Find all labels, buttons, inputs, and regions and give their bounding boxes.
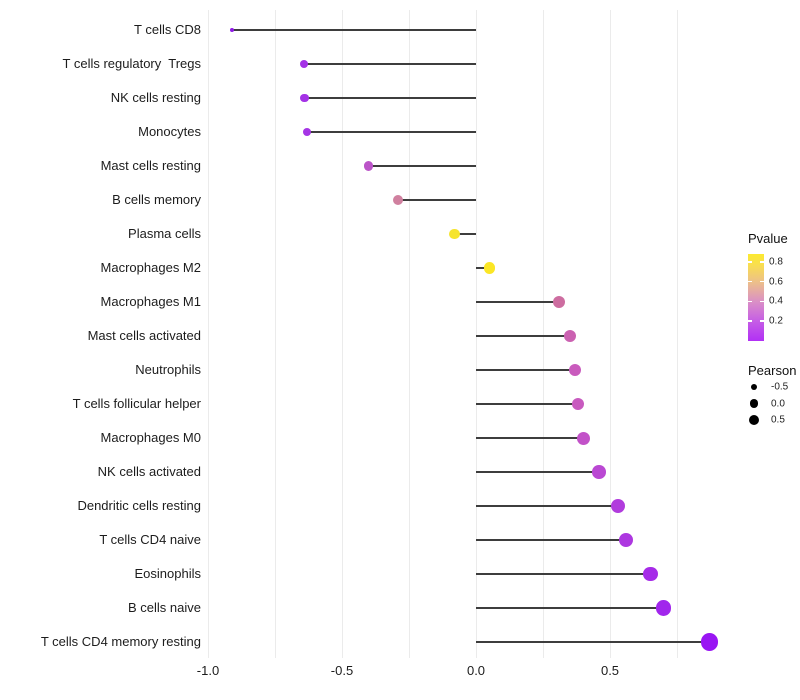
category-label: T cells CD8 — [134, 22, 201, 37]
category-label: T cells regulatory Tregs — [62, 56, 201, 71]
pvalue-tick-mark — [748, 261, 752, 263]
lollipop-stem — [476, 573, 651, 575]
category-label: Neutrophils — [135, 362, 201, 377]
pvalue-tick-mark — [760, 280, 764, 283]
lollipop-stem — [476, 471, 600, 473]
category-label: Dendritic cells resting — [77, 498, 201, 513]
pvalue-tick-mark — [748, 300, 752, 303]
lollipop-stem — [307, 131, 476, 133]
lollipop-stem — [476, 301, 560, 303]
pearson-size-label: 0.5 — [771, 414, 785, 426]
gridline — [275, 10, 276, 658]
pvalue-tick-label: 0.4 — [769, 295, 783, 307]
category-label: Macrophages M2 — [100, 260, 201, 275]
pvalue-tick-label: 0.6 — [769, 276, 783, 288]
lollipop-stem — [476, 539, 627, 541]
pvalue-tick-mark — [748, 280, 752, 283]
category-label: T cells follicular helper — [72, 396, 201, 411]
gridline — [610, 10, 611, 658]
lollipop-stem — [476, 369, 576, 371]
lollipop-dot — [300, 93, 309, 103]
lollipop-dot — [364, 161, 374, 171]
gridline — [476, 10, 477, 658]
category-label: NK cells resting — [110, 90, 201, 105]
lollipop-dot — [642, 566, 658, 582]
category-label: B cells memory — [112, 192, 201, 207]
lollipop-dot — [230, 28, 235, 32]
pvalue-tick-label: 0.8 — [769, 256, 783, 268]
lollipop-stem — [368, 165, 476, 167]
lollipop-stem — [232, 29, 476, 31]
lollipop-dot — [656, 600, 672, 616]
lollipop-dot — [563, 329, 576, 343]
lollipop-dot — [611, 499, 626, 513]
pvalue-tick-label: 0.2 — [769, 315, 783, 327]
pvalue-legend-title: Pvalue — [748, 231, 788, 246]
pvalue-colorbar — [748, 254, 764, 341]
pearson-size-dot — [749, 399, 759, 408]
category-label: Plasma cells — [128, 226, 201, 241]
pvalue-tick-mark — [748, 320, 752, 322]
category-label: Macrophages M0 — [100, 430, 201, 445]
lollipop-stem — [476, 267, 490, 269]
lollipop-dot — [300, 60, 309, 68]
lollipop-dot — [571, 397, 585, 411]
gridline — [543, 10, 544, 658]
pvalue-tick-mark — [760, 320, 764, 322]
lollipop-stem — [476, 641, 710, 643]
lollipop-stem — [476, 505, 619, 507]
category-label: B cells naive — [128, 600, 201, 615]
gridline — [342, 10, 343, 658]
lollipop-stem — [304, 63, 476, 65]
pvalue-tick-mark — [760, 261, 764, 263]
category-label: Monocytes — [138, 124, 201, 139]
category-label: Mast cells resting — [100, 158, 201, 173]
x-tick-label: 0.0 — [466, 663, 486, 678]
x-tick-label: -1.0 — [196, 663, 220, 678]
lollipop-stem — [476, 437, 584, 439]
gridline — [409, 10, 410, 658]
lollipop-dot — [302, 127, 312, 137]
lollipop-dot — [618, 532, 634, 548]
lollipop-stem — [476, 607, 664, 609]
gridline — [208, 10, 209, 658]
lollipop-stem — [476, 403, 578, 405]
x-tick-label: 0.5 — [600, 663, 620, 678]
pearson-size-label: 0.0 — [771, 398, 785, 409]
x-tick-label: -0.5 — [330, 663, 354, 678]
lollipop-stem — [398, 199, 476, 201]
pearson-size-dot — [751, 384, 757, 390]
pearson-size-dot — [748, 414, 760, 426]
pearson-size-label: -0.5 — [771, 381, 789, 393]
lollipop-dot — [592, 465, 607, 479]
lollipop-dot — [393, 195, 404, 205]
lollipop-dot — [576, 431, 590, 445]
pearson-legend-title: Pearson — [748, 363, 797, 378]
lollipop-dot — [483, 262, 495, 274]
lollipop-stem — [454, 233, 476, 235]
category-label: Macrophages M1 — [100, 294, 201, 309]
lollipop-dot — [568, 363, 582, 377]
category-label: NK cells activated — [97, 464, 201, 479]
category-label: T cells CD4 memory resting — [40, 634, 201, 649]
lollipop-dot — [449, 228, 460, 240]
lollipop-stem — [476, 335, 570, 337]
gridline — [677, 10, 678, 658]
lollipop-dot — [553, 296, 566, 308]
category-label: Eosinophils — [134, 566, 202, 581]
lollipop-dot — [700, 633, 718, 651]
pvalue-tick-mark — [760, 300, 764, 303]
category-label: T cells CD4 naive — [99, 532, 201, 547]
category-label: Mast cells activated — [87, 328, 201, 343]
lollipop-stem — [304, 97, 476, 99]
